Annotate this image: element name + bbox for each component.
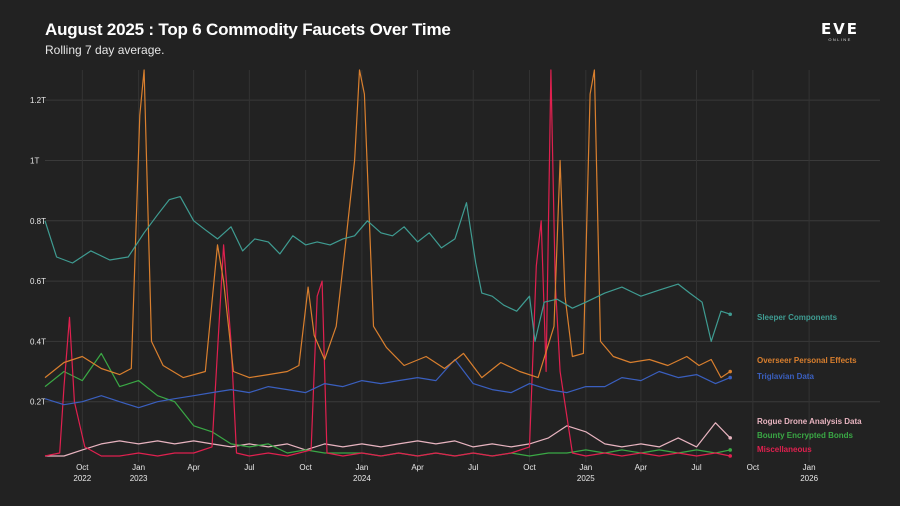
eve-online-logo: EVE ONLINE	[812, 22, 868, 46]
x-tick-label: Jan	[579, 463, 592, 472]
y-tick-label: 0.6T	[30, 277, 46, 286]
x-tick-year-label: 2022	[73, 474, 91, 483]
x-tick-label: Jul	[468, 463, 478, 472]
x-tick-label: Oct	[76, 463, 89, 472]
legend: Sleeper Components Overseer Personal Effe…	[728, 312, 862, 458]
series-lines	[44, 69, 731, 457]
x-tick-year-label: 2026	[800, 474, 818, 483]
series-line-rogue-drone-analysis-data	[45, 422, 731, 457]
series-end-marker	[728, 454, 732, 458]
y-axis: 0.2T 0.4T 0.6T 0.8T 1T 1.2T	[30, 96, 46, 407]
x-tick-label: Jan	[803, 463, 816, 472]
series-line-triglavian-data	[44, 358, 731, 409]
series-end-marker	[728, 369, 732, 374]
legend-label: Overseer Personal Effects	[757, 356, 857, 365]
series-end-marker	[728, 448, 732, 452]
series-end-marker	[728, 375, 732, 380]
x-tick-label: Jan	[132, 463, 145, 472]
y-tick-label: 1T	[30, 156, 39, 165]
y-tick-label: 0.4T	[30, 337, 46, 346]
x-tick-label: Jan	[355, 463, 368, 472]
y-tick-label: 0.2T	[30, 398, 46, 407]
chart-subtitle: Rolling 7 day average.	[45, 43, 165, 57]
x-tick-label: Apr	[635, 463, 648, 472]
x-tick-label: Oct	[299, 463, 312, 472]
grid-lines	[45, 70, 880, 462]
logo-main-text: EVE	[820, 20, 860, 38]
x-tick-label: Oct	[523, 463, 536, 472]
legend-label: Miscellaneous	[757, 445, 812, 454]
x-tick-label: Jul	[244, 463, 254, 472]
series-end-marker	[728, 436, 732, 440]
series-line-miscellaneous	[44, 69, 731, 457]
y-tick-label: 1.2T	[30, 96, 46, 105]
series-line-overseer-personal-effects	[44, 69, 731, 379]
legend-label: Bounty Encrypted Bonds	[757, 431, 854, 440]
logo-sub-text: ONLINE	[828, 37, 852, 42]
x-tick-label: Jul	[691, 463, 701, 472]
series-end-marker	[728, 312, 732, 317]
x-tick-label: Apr	[187, 463, 200, 472]
x-tick-label: Apr	[411, 463, 424, 472]
legend-label: Sleeper Components	[757, 313, 838, 322]
x-axis: Oct 2022 Jan 2023 Apr Jul Oct Jan 2024 Apr Jul Oct J…	[73, 463, 818, 483]
x-tick-year-label: 2024	[353, 474, 371, 483]
x-tick-year-label: 2023	[130, 474, 148, 483]
legend-label: Rogue Drone Analysis Data	[757, 417, 862, 426]
series-line-sleeper-components	[44, 196, 731, 342]
x-tick-label: Oct	[747, 463, 760, 472]
legend-label: Triglavian Data	[757, 372, 814, 381]
chart-title: August 2025 : Top 6 Commodity Faucets Ov…	[45, 20, 451, 39]
x-tick-year-label: 2025	[577, 474, 595, 483]
y-tick-label: 0.8T	[30, 217, 46, 226]
